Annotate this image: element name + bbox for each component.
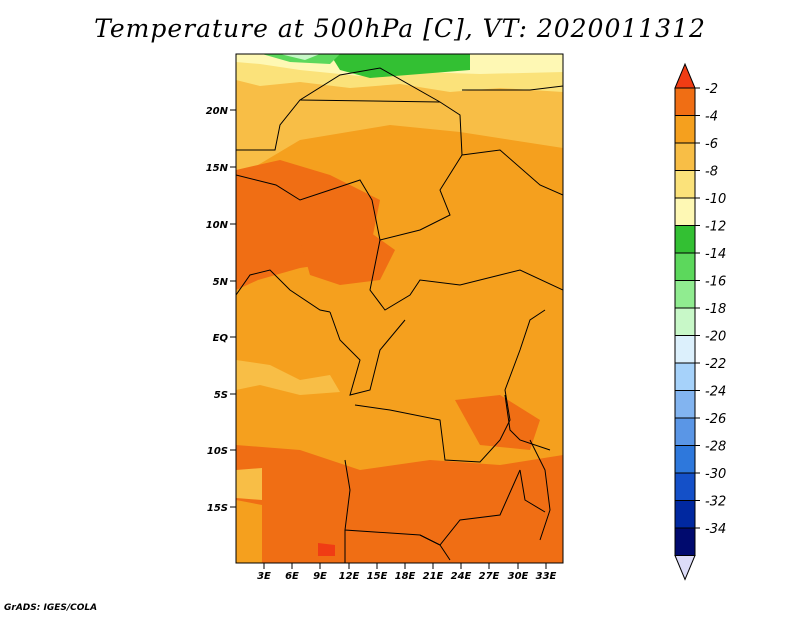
colorbar-swatch [674,362,696,391]
colorbar-label: -20 [705,330,726,345]
colorbar-label: -30 [705,467,726,482]
latitude-axis: 20N 15N 10N 5N EQ 5S 10S 15S [206,106,236,514]
lat-tick-label: 5N [213,277,229,288]
temperature-field [236,54,563,563]
lon-tick-label: 15E [367,571,388,582]
colorbar-label: -4 [705,110,718,125]
colorbar-label: -28 [705,440,726,455]
grads-credit: GrADS: IGES/COLA [4,603,98,613]
colorbar-swatch [674,115,696,144]
lon-tick-label: 30E [508,571,529,582]
lat-tick-label: 5S [214,390,228,401]
colorbar-label: -8 [705,165,718,180]
colorbar-swatch [674,445,696,474]
colorbar-bottom-arrow [674,555,696,581]
longitude-axis: 3E 6E 9E 12E 15E 18E 21E 24E 27E 30E 33E [257,563,557,582]
colorbar-label: -2 [705,82,718,97]
map-title: Temperature at 500hPa [C], VT: 202001131… [94,14,706,43]
lat-tick-label: EQ [213,333,229,344]
colorbar-swatch [674,472,696,501]
colorbar-swatch [674,197,696,226]
colorbar-swatch [674,307,696,336]
lat-tick-label: 15N [206,163,229,174]
colorbar-swatch [674,87,696,116]
colorbar-label: -22 [705,357,726,372]
colorbar-label: -6 [705,137,718,152]
colorbar-swatch [674,500,696,529]
map-frame [235,53,564,564]
colorbar-label: -10 [705,192,726,207]
colorbar-swatch [674,252,696,281]
colorbar-label: -34 [705,522,726,537]
lon-tick-label: 9E [313,571,327,582]
colorbar-label: -18 [705,302,726,317]
lon-tick-label: 6E [285,571,299,582]
colorbar-swatch [674,280,696,309]
colorbar-swatch [674,225,696,254]
lon-tick-label: 3E [257,571,271,582]
lat-tick-label: 20N [206,106,229,117]
colorbar-swatch [674,527,696,556]
lon-tick-label: 24E [451,571,472,582]
colorbar-top-arrow [674,62,696,89]
lon-tick-label: 27E [479,571,500,582]
lat-tick-label: 10N [206,220,229,231]
lat-tick-label: 15S [207,503,228,514]
colorbar-swatch [674,390,696,419]
lon-tick-label: 21E [423,571,444,582]
colorbar-label: -24 [705,385,726,400]
lon-tick-label: 18E [395,571,416,582]
colorbar-swatch [674,335,696,364]
colorbar-swatch [674,417,696,446]
colorbar-label: -16 [705,275,726,290]
lon-tick-label: 33E [536,571,557,582]
colorbar-swatch [674,142,696,171]
lon-tick-label: 12E [339,571,360,582]
colorbar-label: -12 [705,220,726,235]
colorbar-label: -32 [705,495,726,510]
country-borders [236,67,563,563]
colorbar: -2 -4 -6 -8 -10 -12 -14 -16 -18 -20 -22 -24 -26 -28 -3… [674,62,726,581]
lat-tick-label: 10S [207,446,228,457]
colorbar-swatch [674,170,696,199]
colorbar-label: -26 [705,412,726,427]
colorbar-label: -14 [705,247,726,262]
